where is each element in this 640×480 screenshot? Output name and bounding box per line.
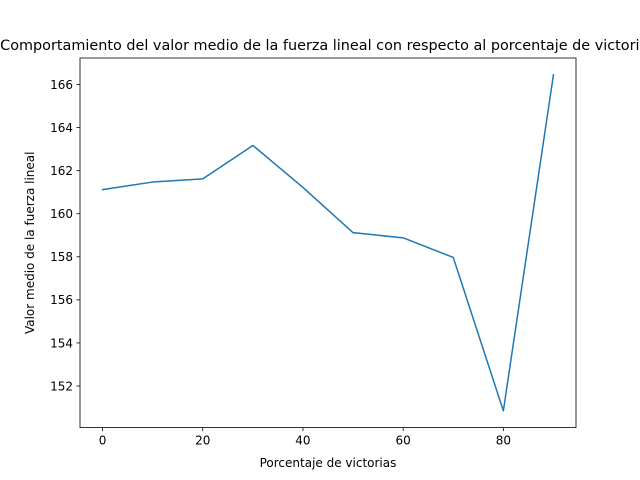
x-axis-label: Porcentaje de victorias <box>260 456 397 470</box>
y-tick-label: 160 <box>50 207 73 221</box>
x-tick-label: 60 <box>396 434 411 448</box>
x-tick-label: 0 <box>99 434 107 448</box>
y-axis-ticks: 152 154 156 158 160 162 164 166 <box>50 78 80 393</box>
y-tick-label: 164 <box>50 121 73 135</box>
x-tick-label: 40 <box>295 434 310 448</box>
series-line <box>101 73 555 412</box>
x-tick-label: 80 <box>496 434 511 448</box>
plot-frame <box>79 57 577 429</box>
plot-area-background <box>80 58 576 428</box>
x-tick-label: 20 <box>195 434 210 448</box>
y-tick-label: 158 <box>50 250 73 264</box>
y-axis-label: Valor medio de la fuerza lineal <box>23 152 37 335</box>
y-tick-label: 166 <box>50 78 73 92</box>
chart-title: Comportamiento del valor medio de la fue… <box>0 38 640 54</box>
y-tick-label: 162 <box>50 164 73 178</box>
y-tick-label: 154 <box>50 336 73 350</box>
y-tick-label: 156 <box>50 293 73 307</box>
y-tick-label: 152 <box>50 379 73 393</box>
x-axis-ticks: 0 20 40 60 80 <box>99 427 511 448</box>
